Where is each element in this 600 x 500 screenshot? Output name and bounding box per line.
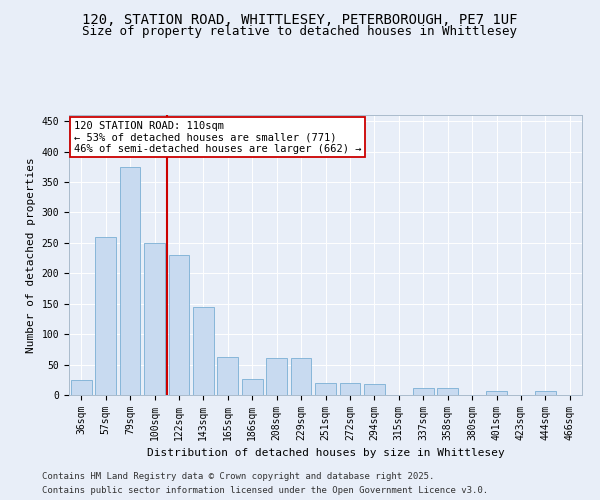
- Bar: [364, 384, 385, 395]
- Bar: [535, 390, 556, 395]
- Bar: [437, 388, 458, 395]
- Y-axis label: Number of detached properties: Number of detached properties: [26, 157, 36, 353]
- Text: 120, STATION ROAD, WHITTLESEY, PETERBOROUGH, PE7 1UF: 120, STATION ROAD, WHITTLESEY, PETERBORO…: [82, 12, 518, 26]
- Bar: [169, 255, 190, 395]
- Bar: [290, 358, 311, 395]
- Bar: [340, 383, 361, 395]
- Bar: [71, 380, 92, 395]
- X-axis label: Distribution of detached houses by size in Whittlesey: Distribution of detached houses by size …: [146, 448, 505, 458]
- Bar: [266, 358, 287, 395]
- Text: Contains HM Land Registry data © Crown copyright and database right 2025.: Contains HM Land Registry data © Crown c…: [42, 472, 434, 481]
- Bar: [119, 166, 140, 395]
- Bar: [413, 388, 434, 395]
- Bar: [144, 243, 165, 395]
- Bar: [486, 390, 507, 395]
- Bar: [242, 378, 263, 395]
- Text: Contains public sector information licensed under the Open Government Licence v3: Contains public sector information licen…: [42, 486, 488, 495]
- Bar: [217, 358, 238, 395]
- Bar: [193, 306, 214, 395]
- Text: Size of property relative to detached houses in Whittlesey: Size of property relative to detached ho…: [83, 25, 517, 38]
- Text: 120 STATION ROAD: 110sqm
← 53% of detached houses are smaller (771)
46% of semi-: 120 STATION ROAD: 110sqm ← 53% of detach…: [74, 120, 362, 154]
- Bar: [95, 236, 116, 395]
- Bar: [315, 383, 336, 395]
